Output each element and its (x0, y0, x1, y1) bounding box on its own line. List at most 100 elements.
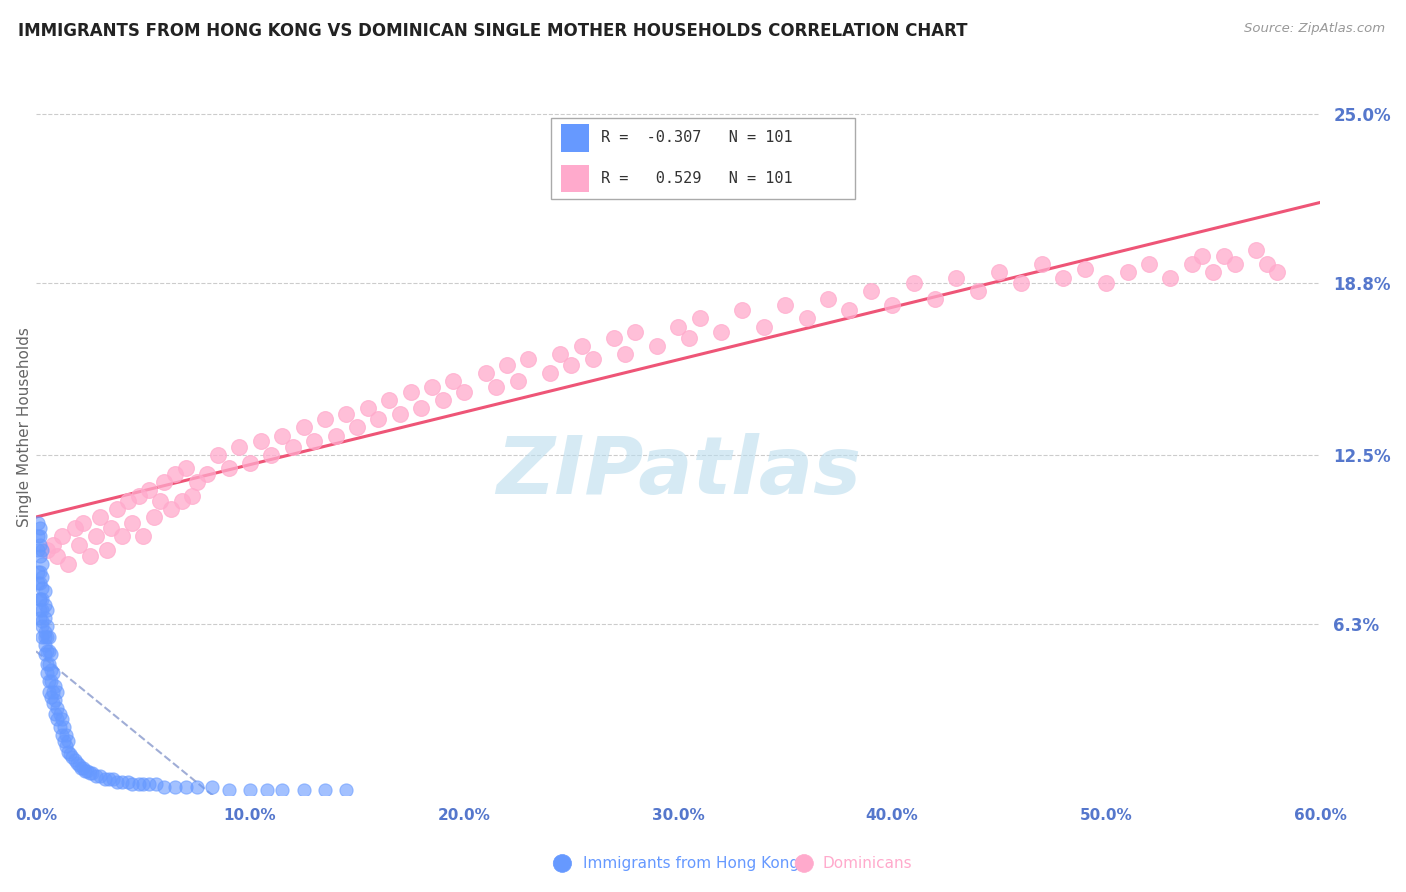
Point (30, 603, 52, 617)
Point (63, 753, 86, 767)
Point (31, 557, 53, 571)
Point (335, 782, 357, 797)
Point (1159, 270, 1181, 285)
Point (181, 489, 204, 503)
Point (228, 440, 250, 454)
Point (34, 639, 56, 653)
Point (48, 706, 70, 721)
Point (46, 712, 69, 726)
Point (432, 393, 454, 408)
Point (517, 352, 540, 367)
Point (42, 538, 65, 552)
Point (388, 407, 411, 421)
Point (34, 624, 56, 639)
Point (218, 461, 240, 475)
Point (46, 701, 69, 715)
Point (30, 565, 52, 579)
Point (367, 412, 389, 426)
Point (34, 598, 56, 612)
Point (27, 565, 49, 579)
Point (1202, 265, 1225, 279)
Point (399, 384, 422, 399)
Point (132, 529, 155, 543)
Point (35, 665, 58, 680)
Point (35, 543, 58, 558)
Point (51, 728, 73, 742)
Point (39, 690, 62, 705)
Point (39, 673, 62, 688)
Point (378, 393, 401, 408)
Point (30, 529, 52, 543)
Point (581, 352, 603, 367)
Point (70, 761, 93, 775)
Point (38, 684, 60, 698)
Point (30, 575, 52, 590)
Point (1116, 265, 1139, 279)
Point (30, 592, 52, 607)
Point (153, 780, 176, 794)
Point (30, 592, 52, 607)
Point (121, 777, 143, 791)
Point (200, 780, 222, 794)
Point (603, 330, 626, 344)
Point (346, 420, 368, 434)
Point (645, 339, 668, 353)
Point (79, 549, 101, 563)
Text: ZIPatlas: ZIPatlas (496, 433, 860, 510)
Point (84, 769, 107, 783)
Text: IMMIGRANTS FROM HONG KONG VS DOMINICAN SINGLE MOTHER HOUSEHOLDS CORRELATION CHAR: IMMIGRANTS FROM HONG KONG VS DOMINICAN S… (18, 22, 967, 40)
Point (132, 777, 155, 791)
Point (859, 284, 882, 298)
Point (38, 644, 60, 658)
Point (31, 581, 53, 595)
Point (453, 384, 475, 399)
Point (882, 298, 904, 312)
Point (752, 319, 775, 334)
Text: Dominicans: Dominicans (823, 856, 912, 871)
Point (1010, 276, 1032, 290)
Point (292, 420, 315, 434)
Point (34, 647, 56, 661)
Point (66, 756, 89, 770)
Point (72, 516, 94, 530)
Point (101, 772, 124, 786)
Point (46, 684, 69, 698)
Point (44, 679, 66, 693)
FancyBboxPatch shape (561, 165, 589, 192)
Point (1223, 257, 1246, 271)
Point (128, 777, 150, 791)
Point (31, 592, 53, 607)
Point (441, 374, 464, 388)
Point (138, 483, 160, 497)
Point (55, 728, 77, 742)
Point (474, 366, 496, 380)
Point (207, 448, 229, 462)
Point (550, 347, 572, 361)
Point (39, 663, 62, 677)
Point (571, 339, 593, 353)
Point (96, 543, 118, 558)
Point (76, 764, 98, 778)
Point (27, 516, 49, 530)
Point (52, 720, 75, 734)
Point (89, 510, 111, 524)
Point (149, 494, 172, 508)
Point (31, 543, 53, 558)
Point (105, 774, 128, 789)
Point (249, 434, 271, 448)
Point (51, 529, 73, 543)
Point (31, 614, 53, 628)
Point (38, 630, 60, 644)
Y-axis label: Single Mother Households: Single Mother Households (17, 327, 32, 527)
Point (67, 758, 90, 772)
Point (710, 325, 733, 339)
Point (30, 521, 52, 535)
Point (55, 739, 77, 754)
Point (31, 570, 53, 584)
Point (30, 538, 52, 552)
Point (38, 657, 60, 672)
Point (59, 747, 82, 762)
Point (411, 401, 433, 416)
Point (89, 769, 111, 783)
Point (153, 475, 176, 489)
